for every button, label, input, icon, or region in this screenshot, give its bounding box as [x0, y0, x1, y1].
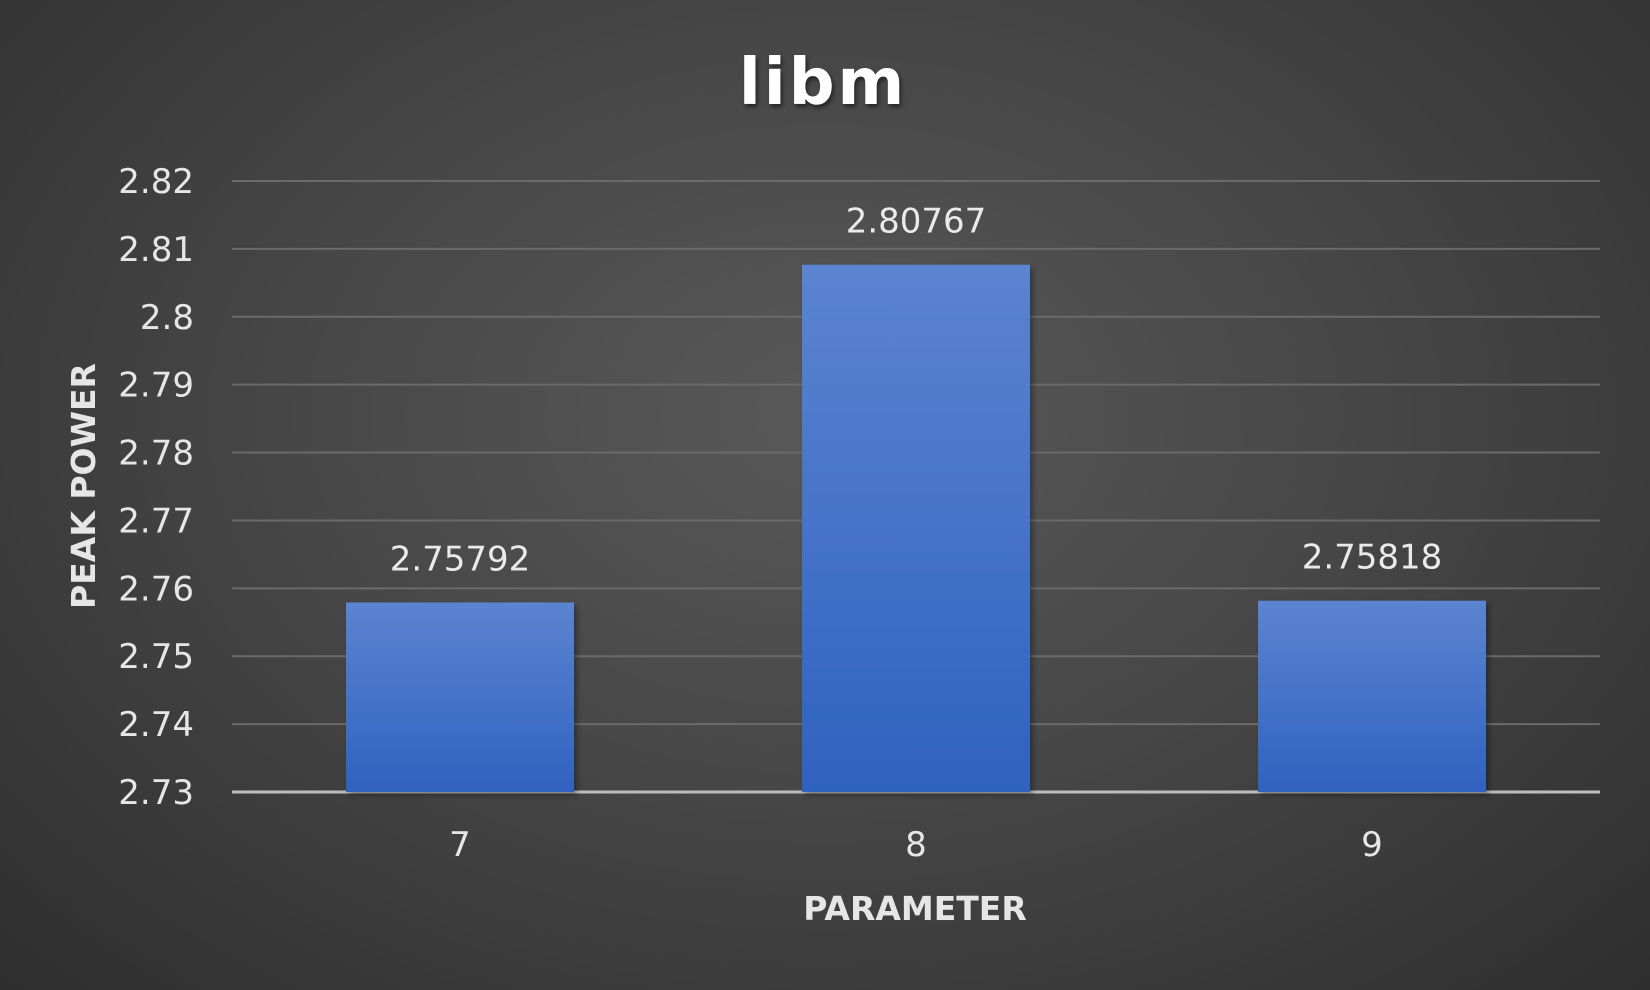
- data-label-8: 2.80767: [846, 202, 987, 242]
- x-axis-title: PARAMETER: [803, 889, 1027, 928]
- x-tick-label: 8: [905, 825, 927, 865]
- x-tick-label: 9: [1361, 825, 1383, 865]
- bars: [346, 264, 1486, 792]
- y-tick-label: 2.74: [118, 705, 194, 745]
- x-tick-label: 7: [449, 825, 471, 865]
- y-tick-label: 2.77: [118, 501, 194, 541]
- bar-8: [802, 264, 1030, 792]
- y-tick-label: 2.8: [140, 298, 194, 338]
- data-labels: 2.75792 2.80767 2.75818: [390, 202, 1443, 580]
- y-tick-label: 2.76: [118, 569, 194, 609]
- y-tick-label: 2.81: [118, 230, 194, 270]
- bar-9: [1258, 600, 1486, 792]
- y-tick-label: 2.82: [118, 162, 194, 202]
- chart-title: libm: [739, 46, 907, 120]
- y-tick-label: 2.75: [118, 637, 194, 677]
- x-axis-ticks: 7 8 9: [449, 825, 1383, 865]
- y-tick-label: 2.73: [118, 773, 194, 813]
- y-tick-label: 2.79: [118, 366, 194, 406]
- data-label-9: 2.75818: [1302, 538, 1443, 578]
- bar-7: [346, 602, 574, 792]
- y-axis-title: PEAK POWER: [64, 363, 103, 609]
- data-label-7: 2.75792: [390, 539, 531, 579]
- y-tick-label: 2.78: [118, 434, 194, 474]
- y-axis-ticks: 2.73 2.74 2.75 2.76 2.77 2.78 2.79 2.8 2.81 2.82: [118, 162, 194, 813]
